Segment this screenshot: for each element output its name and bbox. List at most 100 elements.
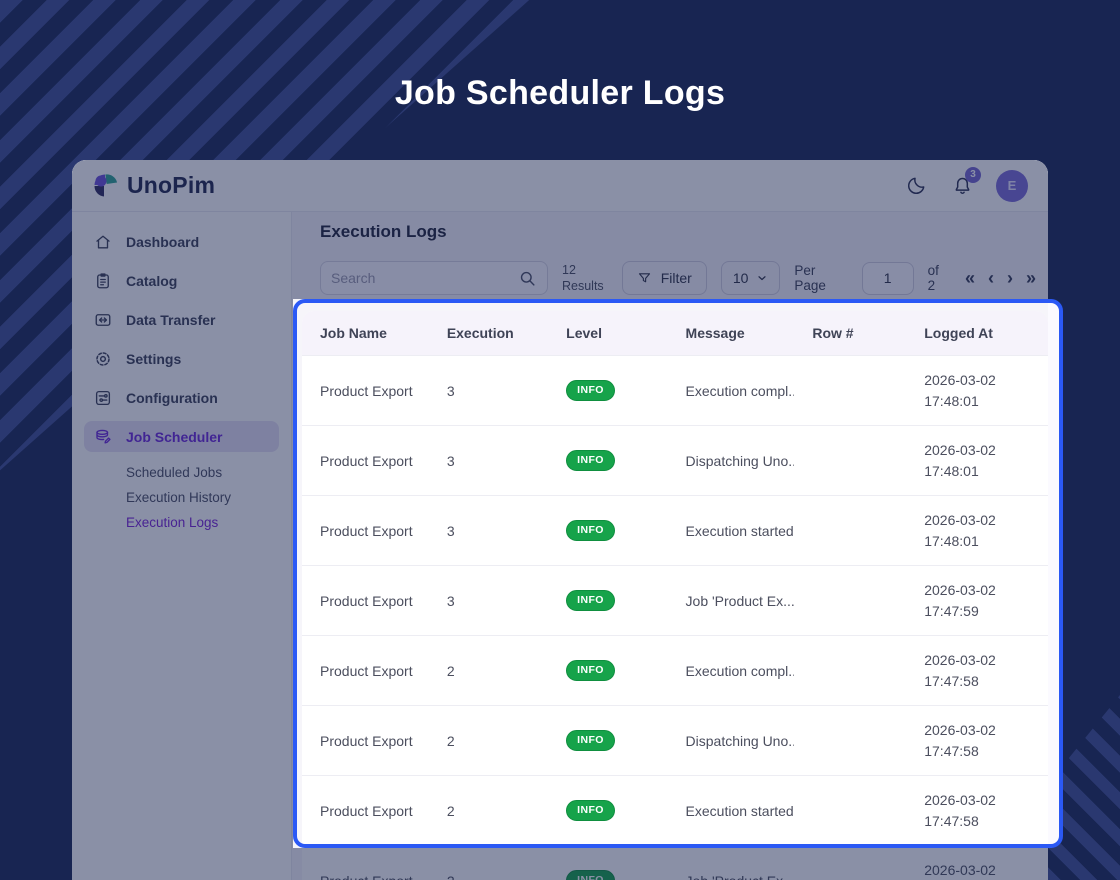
- level-badge: INFO: [566, 800, 615, 821]
- cell-row-num: [794, 775, 907, 846]
- funnel-icon: [638, 272, 650, 282]
- cell-level: INFO: [548, 565, 668, 636]
- table-row[interactable]: Product Export 2 INFO Execution started.…: [302, 775, 1048, 846]
- sliders-icon: [94, 389, 112, 407]
- sidebar-item-configuration[interactable]: Configuration: [84, 382, 279, 413]
- cell-row-num: [794, 845, 907, 880]
- window-header: UnoPim 3 E: [72, 160, 1048, 212]
- cell-row-num: [794, 425, 907, 496]
- cell-logged-at: 2026-03-02 17:47:57: [906, 845, 1048, 880]
- last-page-button[interactable]: »: [1025, 268, 1036, 288]
- notification-count-badge: 3: [965, 166, 981, 183]
- filter-button[interactable]: Filter: [621, 261, 707, 295]
- cell-execution: 2: [428, 705, 549, 776]
- chevron-down-icon: [758, 276, 766, 281]
- cell-logged-at: 2026-03-02 17:47:58: [906, 775, 1048, 846]
- table-body: Product Export 3 INFO Execution compl...…: [302, 355, 1048, 880]
- cell-message: Job 'Product Ex...: [667, 565, 795, 636]
- table-row[interactable]: Product Export 3 INFO Execution compl...…: [302, 355, 1048, 426]
- cell-message: Job 'Product Ex...: [667, 845, 795, 880]
- user-avatar[interactable]: E: [996, 169, 1028, 202]
- cell-job-name: Product Export: [302, 495, 429, 566]
- sidebar-item-settings[interactable]: Settings: [84, 343, 279, 374]
- table-row[interactable]: Product Export 3 INFO Execution started.…: [302, 495, 1048, 566]
- level-badge: INFO: [566, 590, 615, 611]
- database-edit-icon: [94, 428, 112, 446]
- column-header-level: Level: [548, 311, 668, 356]
- execution-logs-table: Job Name Execution Level Message Row # L…: [302, 311, 1048, 880]
- app-window: UnoPim 3 E Dashboa: [72, 160, 1048, 880]
- datagrid-toolbar: 12 Results Filter 10 Per Page of 2 « ‹: [320, 260, 1036, 296]
- table-header-row: Job Name Execution Level Message Row # L…: [302, 311, 1048, 356]
- cell-message: Execution compl...: [667, 635, 795, 706]
- cell-job-name: Product Export: [302, 635, 429, 706]
- cell-logged-at: 2026-03-02 17:48:01: [906, 355, 1048, 426]
- sidebar-item-label: Dashboard: [126, 233, 200, 250]
- column-header-logged-at: Logged At: [906, 311, 1048, 356]
- cell-level: INFO: [548, 495, 668, 566]
- sidebar-item-job-scheduler[interactable]: Job Scheduler: [84, 421, 279, 452]
- brand-name: UnoPim: [127, 172, 216, 198]
- sidebar: Dashboard Catalog Data Transfer Settings: [72, 212, 292, 880]
- sidebar-item-data-transfer[interactable]: Data Transfer: [84, 304, 279, 335]
- cell-logged-at: 2026-03-02 17:47:58: [906, 635, 1048, 706]
- previous-page-button[interactable]: ‹: [987, 268, 994, 288]
- level-badge: INFO: [566, 730, 615, 751]
- per-page-select[interactable]: 10: [720, 261, 781, 295]
- level-badge: INFO: [566, 870, 615, 880]
- first-page-button[interactable]: «: [964, 268, 975, 288]
- sidebar-item-label: Job Scheduler: [126, 428, 223, 445]
- page-title: Job Scheduler Logs: [394, 74, 726, 112]
- cell-row-num: [794, 635, 907, 706]
- cell-row-num: [794, 495, 907, 566]
- sidebar-subitem-execution-logs[interactable]: Execution Logs: [84, 510, 279, 535]
- cell-job-name: Product Export: [302, 775, 429, 846]
- cell-execution: 2: [428, 775, 549, 846]
- cell-execution: 3: [428, 355, 549, 426]
- results-count: 12 Results: [562, 262, 604, 293]
- notifications-button[interactable]: 3: [950, 166, 981, 198]
- sidebar-subitem-execution-history[interactable]: Execution History: [84, 485, 279, 510]
- moon-icon: [907, 177, 924, 195]
- brand-logo: UnoPim: [92, 172, 215, 199]
- cell-message: Execution started.: [667, 495, 795, 566]
- sidebar-item-label: Data Transfer: [126, 311, 216, 328]
- cell-logged-at: 2026-03-02 17:48:01: [906, 495, 1048, 566]
- cell-level: INFO: [548, 845, 668, 880]
- table-row[interactable]: Product Export 2 INFO Job 'Product Ex...…: [302, 845, 1048, 880]
- sidebar-item-catalog[interactable]: Catalog: [84, 265, 279, 296]
- table-row[interactable]: Product Export 2 INFO Execution compl...…: [302, 635, 1048, 706]
- table-row[interactable]: Product Export 2 INFO Dispatching Uno...…: [302, 705, 1048, 776]
- sidebar-subitem-label: Execution History: [126, 490, 232, 505]
- next-page-button[interactable]: ›: [1006, 268, 1013, 288]
- cell-level: INFO: [548, 425, 668, 496]
- search-box[interactable]: [320, 261, 548, 295]
- cell-logged-at: 2026-03-02 17:48:01: [906, 425, 1048, 496]
- sidebar-item-dashboard[interactable]: Dashboard: [84, 226, 279, 257]
- cell-level: INFO: [548, 775, 668, 846]
- clipboard-icon: [94, 272, 112, 290]
- cell-execution: 3: [428, 565, 549, 636]
- cell-job-name: Product Export: [302, 565, 429, 636]
- search-icon: [518, 269, 537, 288]
- cell-message: Execution compl...: [667, 355, 795, 426]
- cell-job-name: Product Export: [302, 425, 429, 496]
- transfer-icon: [94, 311, 112, 329]
- cell-row-num: [794, 565, 907, 636]
- level-badge: INFO: [566, 380, 615, 401]
- cell-job-name: Product Export: [302, 705, 429, 776]
- table-row[interactable]: Product Export 3 INFO Dispatching Uno...…: [302, 425, 1048, 496]
- table-row[interactable]: Product Export 3 INFO Job 'Product Ex...…: [302, 565, 1048, 636]
- cell-level: INFO: [548, 635, 668, 706]
- page-number-input[interactable]: [861, 261, 914, 295]
- sidebar-subitem-label: Execution Logs: [126, 515, 219, 530]
- dark-mode-toggle[interactable]: [904, 174, 928, 198]
- cell-row-num: [794, 705, 907, 776]
- cell-level: INFO: [548, 705, 668, 776]
- cell-execution: 3: [428, 425, 549, 496]
- search-input[interactable]: [331, 270, 512, 286]
- page-total-label: of 2: [927, 263, 939, 293]
- cell-row-num: [794, 355, 907, 426]
- sidebar-subitem-scheduled-jobs[interactable]: Scheduled Jobs: [84, 460, 279, 485]
- gear-icon: [94, 350, 112, 368]
